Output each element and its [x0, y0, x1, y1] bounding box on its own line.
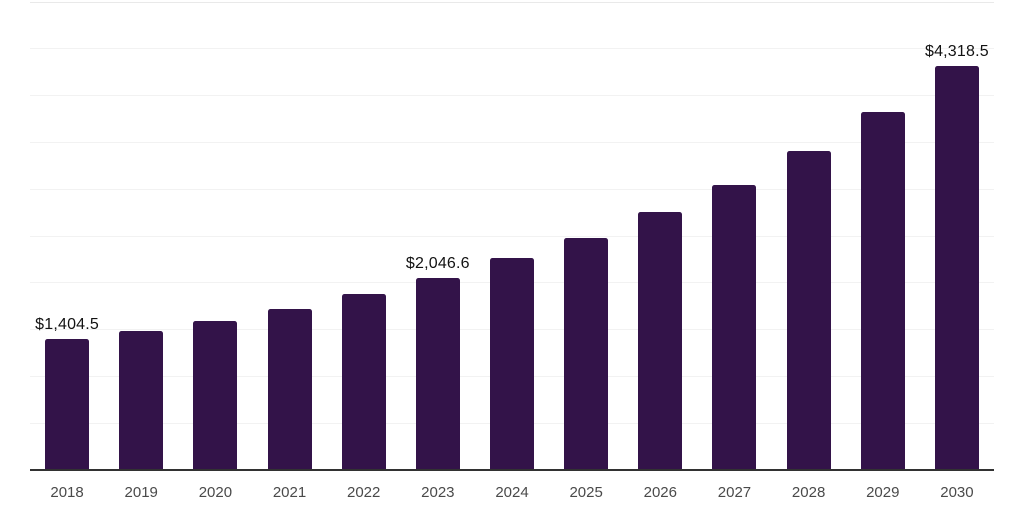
gridline-3500	[30, 141, 994, 143]
bar-2018[interactable]	[45, 338, 90, 470]
bar-2022[interactable]	[341, 294, 386, 470]
bar-2028[interactable]	[786, 150, 831, 470]
bar-2019[interactable]	[119, 330, 164, 470]
value-label-2018: $1,404.5	[35, 315, 100, 333]
gridline-2500	[30, 235, 994, 237]
x-tick-2030: 2030	[940, 484, 974, 501]
x-axis-line	[30, 469, 994, 471]
bar-2026[interactable]	[638, 211, 683, 470]
bar-2021[interactable]	[267, 309, 312, 470]
plot-area: $1,404.5 $2,046.6 $4,318.5	[30, 1, 994, 470]
value-label-2023: $2,046.6	[405, 255, 470, 273]
value-label-2030: $4,318.5	[924, 42, 989, 60]
x-tick-2024: 2024	[495, 484, 529, 501]
bar-2023[interactable]	[415, 278, 460, 470]
x-tick-2023: 2023	[421, 484, 455, 501]
x-tick-2018: 2018	[50, 484, 84, 501]
bar-2029[interactable]	[860, 111, 905, 470]
bar-2025[interactable]	[564, 237, 609, 470]
x-tick-2021: 2021	[272, 484, 307, 501]
x-tick-2028: 2028	[791, 484, 826, 501]
gridline-4500	[30, 48, 994, 50]
x-tick-2027: 2027	[717, 484, 752, 501]
gridline-3000	[30, 188, 994, 190]
bar-2020[interactable]	[193, 321, 238, 470]
x-axis-labels: 2018 2019 2020 2021 2022 2023 2024 2025 2026 2027…	[30, 484, 994, 506]
x-tick-2019: 2019	[124, 484, 158, 501]
x-tick-2020: 2020	[198, 484, 233, 501]
x-tick-2029: 2029	[866, 484, 900, 501]
gridline-5000	[30, 1, 994, 3]
x-tick-2025: 2025	[569, 484, 603, 501]
x-tick-2022: 2022	[347, 484, 381, 501]
bar-2030[interactable]	[934, 65, 979, 470]
bar-2027[interactable]	[712, 184, 757, 470]
gridline-4000	[30, 95, 994, 97]
x-tick-2026: 2026	[643, 484, 677, 501]
bar-2024[interactable]	[490, 258, 534, 470]
